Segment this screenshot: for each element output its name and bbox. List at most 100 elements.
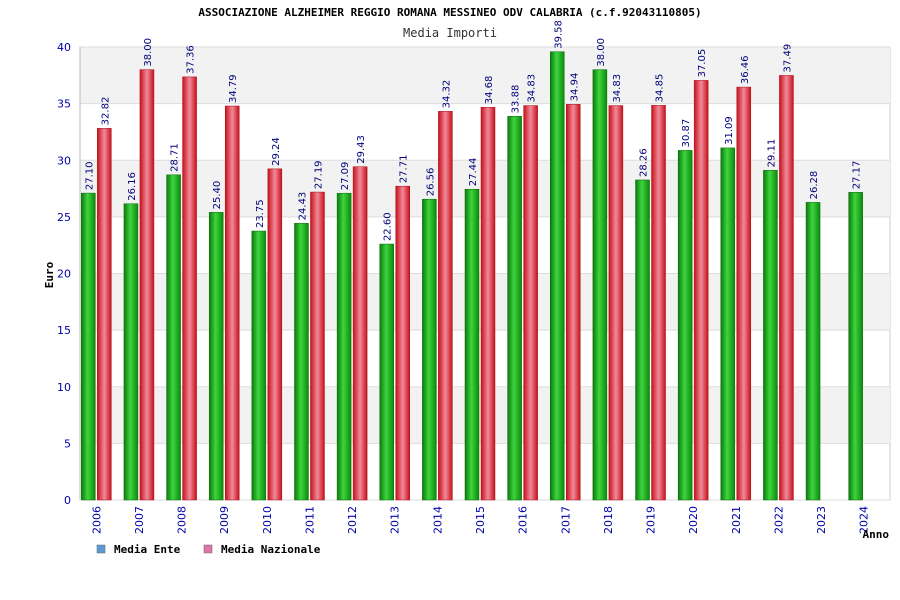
data-label: 34.32 <box>441 80 452 109</box>
y-tick-label: 25 <box>57 211 71 224</box>
x-tick-label: 2019 <box>645 506 658 534</box>
data-label: 24.43 <box>297 192 308 221</box>
legend-label-media-ente: Media Ente <box>114 543 181 556</box>
x-tick-label: 2011 <box>303 506 316 534</box>
y-tick-label: 10 <box>57 381 71 394</box>
x-axis-ticks: 2006 2007 2008 2009 2010 2011 2012 2013 2014 2015… <box>90 506 870 534</box>
bar-media-ente-2007 <box>123 203 139 501</box>
data-label: 29.43 <box>356 135 367 164</box>
data-label: 28.26 <box>639 148 650 177</box>
data-labels: 27.10 32.82 26.16 38.00 28.71 37.36 25.40 34.79… <box>84 20 862 241</box>
bar-media-nazionale-2022 <box>779 75 794 501</box>
data-label: 34.85 <box>655 74 666 103</box>
bar-media-ente-2015 <box>464 188 480 501</box>
y-tick-label: 40 <box>57 41 71 54</box>
data-label: 37.36 <box>186 45 197 74</box>
data-label: 27.09 <box>340 162 351 191</box>
chart-subtitle: Media Importi <box>403 26 497 40</box>
data-label: 27.44 <box>468 158 479 187</box>
data-label: 33.88 <box>511 85 522 114</box>
chart-title: ASSOCIAZIONE ALZHEIMER REGGIO ROMANA MES… <box>198 6 701 19</box>
bar-media-ente-2017 <box>550 51 565 501</box>
bar-media-nazionale-2011 <box>310 191 325 501</box>
legend: Media Ente Media Nazionale <box>96 543 321 556</box>
bar-media-ente-2021 <box>720 147 736 501</box>
bar-media-ente-2006 <box>81 192 96 501</box>
data-label: 37.49 <box>782 44 793 73</box>
data-label: 26.16 <box>127 172 138 201</box>
data-label: 39.58 <box>553 20 564 49</box>
data-label: 38.00 <box>143 38 154 67</box>
data-label: 27.19 <box>313 160 324 189</box>
x-tick-label: 2015 <box>474 506 487 534</box>
bars <box>81 51 863 501</box>
bar-media-ente-2024 <box>848 192 863 501</box>
bar-media-ente-2020 <box>677 150 693 501</box>
bar-media-ente-2018 <box>592 69 608 501</box>
x-tick-label: 2014 <box>431 506 444 534</box>
bar-media-nazionale-2006 <box>97 128 112 501</box>
data-label: 31.09 <box>724 116 735 145</box>
bar-media-ente-2010 <box>251 230 267 501</box>
bar-media-nazionale-2014 <box>438 111 453 501</box>
bar-media-ente-2012 <box>336 192 352 501</box>
y-tick-label: 0 <box>64 494 71 507</box>
y-axis-ticks: 0 5 10 15 20 25 30 35 40 <box>57 41 71 507</box>
data-label: 30.87 <box>681 119 692 148</box>
bar-media-nazionale-2021 <box>736 86 752 501</box>
data-label: 29.24 <box>271 137 282 166</box>
x-tick-label: 2012 <box>346 506 359 534</box>
data-label: 22.60 <box>383 212 394 241</box>
bar-media-ente-2022 <box>763 170 778 501</box>
data-label: 27.17 <box>852 161 863 190</box>
x-tick-label: 2007 <box>133 506 146 534</box>
data-label: 28.71 <box>170 143 181 172</box>
bar-media-ente-2011 <box>294 223 309 501</box>
x-axis-label: Anno <box>863 528 890 541</box>
bar-media-ente-2009 <box>208 212 224 501</box>
legend-swatch-media-nazionale <box>203 544 213 554</box>
bar-media-nazionale-2015 <box>480 106 496 501</box>
bar-media-ente-2016 <box>507 116 522 501</box>
y-tick-label: 20 <box>57 268 71 281</box>
data-label: 34.94 <box>569 73 580 102</box>
bar-media-ente-2014 <box>422 198 437 501</box>
x-tick-label: 2017 <box>559 506 572 534</box>
data-label: 27.71 <box>399 155 410 184</box>
data-label: 25.40 <box>212 181 223 210</box>
bar-media-nazionale-2007 <box>139 69 155 501</box>
legend-swatch-media-ente <box>96 544 106 554</box>
x-tick-label: 2020 <box>687 506 700 534</box>
data-label: 32.82 <box>100 97 111 126</box>
bar-media-nazionale-2016 <box>523 105 538 501</box>
bar-media-nazionale-2020 <box>693 80 709 501</box>
data-label: 34.83 <box>612 74 623 103</box>
bar-media-ente-2019 <box>635 179 650 501</box>
bar-media-nazionale-2008 <box>182 76 197 501</box>
x-tick-label: 2018 <box>602 506 615 534</box>
x-tick-label: 2008 <box>176 506 189 534</box>
x-tick-label: 2013 <box>389 506 402 534</box>
x-tick-label: 2023 <box>815 506 828 534</box>
bar-media-nazionale-2013 <box>395 185 410 501</box>
bar-media-ente-2023 <box>805 202 821 501</box>
x-tick-label: 2006 <box>90 506 103 534</box>
bar-media-nazionale-2019 <box>651 105 666 501</box>
x-tick-label: 2016 <box>517 506 530 534</box>
data-label: 26.28 <box>809 171 820 200</box>
x-tick-label: 2021 <box>730 506 743 534</box>
data-label: 29.11 <box>766 139 777 168</box>
y-tick-label: 35 <box>57 98 71 111</box>
bar-media-ente-2008 <box>166 174 181 501</box>
data-label: 34.83 <box>527 74 538 103</box>
bar-media-nazionale-2012 <box>352 166 368 501</box>
bar-media-nazionale-2018 <box>608 105 624 501</box>
bar-media-nazionale-2010 <box>267 168 283 501</box>
data-label: 34.68 <box>484 76 495 105</box>
y-tick-label: 5 <box>64 437 71 450</box>
x-tick-label: 2009 <box>218 506 231 534</box>
x-tick-label: 2024 <box>858 506 871 534</box>
data-label: 38.00 <box>596 38 607 67</box>
data-label: 27.10 <box>84 161 95 190</box>
